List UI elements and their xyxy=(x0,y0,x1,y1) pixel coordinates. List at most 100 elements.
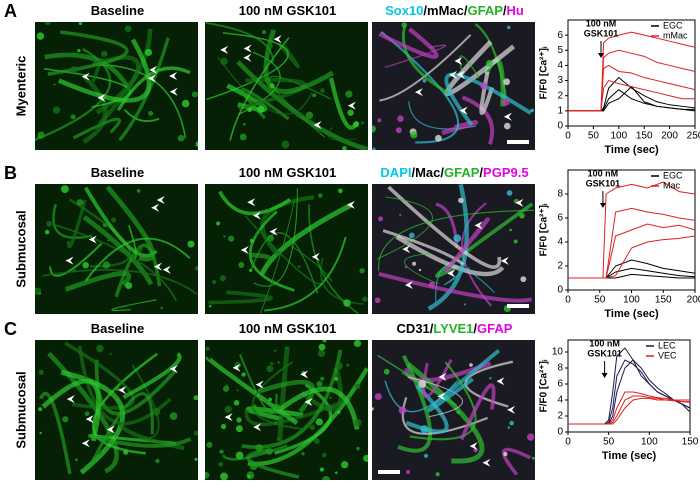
arrowhead xyxy=(311,252,320,261)
cell xyxy=(228,235,235,242)
cell xyxy=(155,458,160,464)
cell xyxy=(277,361,280,364)
arrowhead xyxy=(118,386,127,395)
fiber xyxy=(82,75,108,144)
arrowhead xyxy=(220,45,229,54)
arrowhead xyxy=(415,88,424,97)
arrowhead xyxy=(85,415,94,424)
cell xyxy=(408,232,415,239)
scale-bar xyxy=(507,140,529,144)
micrograph xyxy=(372,22,535,150)
y-tick-label: 6 xyxy=(557,30,563,41)
arrowhead xyxy=(503,112,512,121)
cell xyxy=(160,306,163,310)
arrowhead xyxy=(515,198,524,207)
fiber xyxy=(246,448,300,479)
cell xyxy=(236,389,239,392)
cell xyxy=(418,380,427,388)
cell xyxy=(266,447,273,455)
arrowhead xyxy=(313,120,322,129)
arrowhead xyxy=(240,246,249,255)
fiber xyxy=(91,352,159,455)
x-tick-label: 200 xyxy=(687,295,700,306)
cell xyxy=(353,121,359,128)
x-axis-label: Time (sec) xyxy=(604,144,659,156)
fiber xyxy=(409,361,477,441)
micrograph xyxy=(372,184,535,314)
y-axis-label: F/F0 [Ca²⁺]ᵢ xyxy=(539,359,550,412)
arrowhead xyxy=(496,377,505,386)
cell xyxy=(218,461,224,467)
cell xyxy=(320,376,325,381)
cell xyxy=(78,22,83,26)
x-tick-label: 100 xyxy=(641,437,658,448)
cell xyxy=(401,22,407,28)
fiber xyxy=(218,190,292,216)
cell xyxy=(95,449,102,455)
cell xyxy=(220,472,228,480)
cell xyxy=(322,452,327,458)
arrowhead xyxy=(252,211,261,220)
y-tick-label: 0 xyxy=(557,121,563,132)
arrowhead xyxy=(474,221,483,230)
title-part: Sox10 xyxy=(385,3,423,18)
cell xyxy=(322,340,327,343)
cell xyxy=(317,349,326,357)
fiber xyxy=(404,253,439,285)
cell xyxy=(36,32,45,40)
cell xyxy=(509,228,513,232)
title-part: /mMac/ xyxy=(423,3,467,18)
cell xyxy=(101,50,108,57)
arrow-tip xyxy=(598,53,605,58)
arrowhead xyxy=(153,262,162,271)
x-tick-label: 100 xyxy=(610,131,627,142)
y-tick-label: 1 xyxy=(557,105,563,116)
cell xyxy=(152,407,161,416)
arrowhead xyxy=(169,87,178,96)
fiber xyxy=(264,236,347,312)
cell xyxy=(125,281,133,290)
fiber xyxy=(378,209,534,271)
fiber xyxy=(444,266,471,286)
cell xyxy=(193,430,198,436)
cell xyxy=(301,452,305,456)
annotation: 100 nM xyxy=(586,18,617,28)
fiber xyxy=(94,359,178,416)
fiber xyxy=(49,242,103,277)
fiber xyxy=(238,353,278,415)
fiber xyxy=(64,270,132,292)
cell xyxy=(526,433,535,441)
cell xyxy=(226,384,229,387)
legend-label: Mac xyxy=(663,180,681,190)
cell xyxy=(513,239,518,244)
cell xyxy=(319,467,325,472)
image-title: DAPI/Mac/GFAP/PGP9.5 xyxy=(380,165,528,180)
fiber xyxy=(427,349,501,413)
cell xyxy=(62,416,69,423)
micrograph xyxy=(35,340,198,480)
cell xyxy=(60,185,69,193)
panel-letter: C xyxy=(4,319,17,339)
title-part: Baseline xyxy=(91,165,144,180)
plot-frame xyxy=(567,339,691,433)
cell xyxy=(269,83,275,89)
y-tick-label: 6 xyxy=(557,379,563,390)
title-part: / xyxy=(479,165,483,180)
row-label: Myenteric xyxy=(13,56,28,117)
cell xyxy=(316,380,323,388)
cell xyxy=(195,140,198,148)
cell xyxy=(52,106,61,114)
texture xyxy=(35,185,198,312)
x-tick-label: 150 xyxy=(655,295,672,306)
cell xyxy=(320,88,325,93)
fiber xyxy=(435,202,534,278)
title-part: / xyxy=(503,3,507,18)
fiber xyxy=(461,95,495,145)
panel-letter: A xyxy=(4,1,17,21)
cell xyxy=(343,299,351,307)
arrowhead xyxy=(65,256,74,265)
cell xyxy=(315,418,323,426)
cell xyxy=(70,66,78,74)
cell xyxy=(420,425,429,434)
